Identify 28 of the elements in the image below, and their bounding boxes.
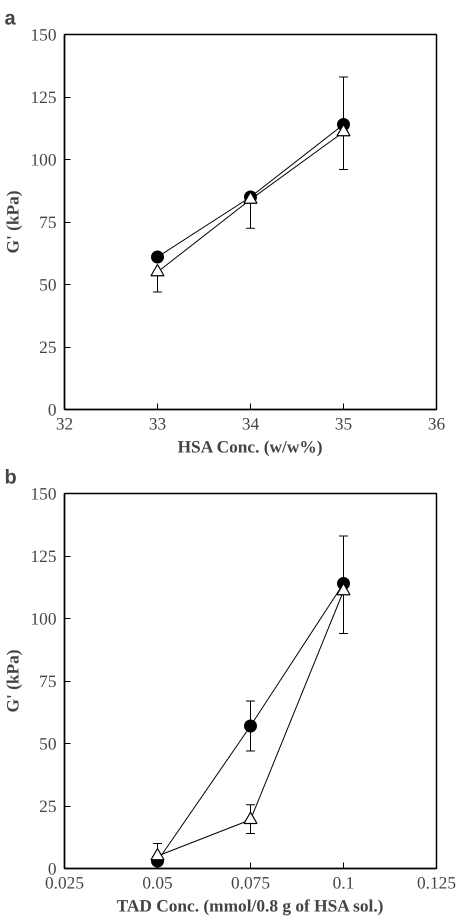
x-axis-title: HSA Conc. (w/w%) (178, 438, 323, 456)
y-tick-label: 0 (48, 400, 57, 420)
x-tick-label: 36 (428, 414, 446, 434)
y-tick-label: 125 (30, 547, 57, 566)
y-tick-label: 25 (39, 338, 56, 357)
y-tick-label: 125 (30, 88, 57, 107)
y-axis-title: G' (kPa) (4, 190, 23, 254)
x-tick-label: 0.075 (231, 874, 270, 892)
y-tick-label: 75 (39, 672, 56, 691)
x-tick-label: 33 (148, 414, 166, 434)
y-tick-label: 100 (30, 610, 57, 628)
y-tick-label: 150 (30, 484, 57, 504)
y-tick-label: 100 (30, 150, 57, 170)
y-tick-label: 50 (39, 276, 56, 294)
y-axis-title: G' (kPa) (4, 649, 23, 713)
x-tick-label: 32 (56, 414, 74, 434)
x-tick-label: 0.05 (142, 874, 173, 892)
chart-title: a (4, 8, 16, 30)
x-tick-label: 35 (334, 414, 352, 434)
y-tick-label: 150 (30, 26, 57, 44)
x-tick-label: 0.125 (417, 874, 456, 892)
x-axis-title: TAD Conc. (mmol/0.8 g of HSA sol.) (116, 896, 384, 916)
y-tick-label: 50 (39, 734, 56, 754)
y-tick-label: 25 (39, 797, 56, 816)
x-tick-label: 34 (242, 414, 260, 434)
y-tick-label: 75 (39, 213, 56, 232)
x-tick-label: 0.1 (332, 874, 354, 892)
chart-title: b (4, 466, 17, 488)
